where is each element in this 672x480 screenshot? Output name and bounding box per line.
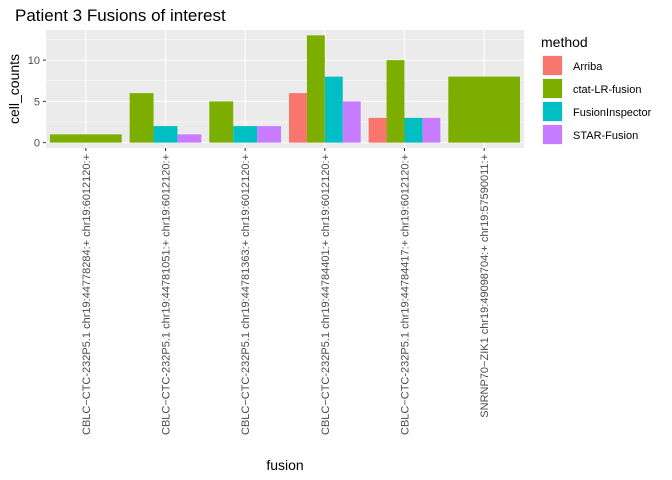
x-tick-label: CBLC−CTC-232P5.1 chr19:44784401:+ chr19:… [320, 154, 332, 435]
plot-panel [46, 30, 524, 148]
bar-ctat-lr-fusion [386, 60, 405, 143]
bar-ctat-lr-fusion [306, 35, 325, 143]
chart-title: Patient 3 Fusions of interest [15, 6, 226, 25]
x-axis-title: fusion [266, 457, 303, 473]
bar-ctat-lr-fusion [49, 134, 122, 143]
bar-arriba [368, 117, 387, 143]
legend-swatch [543, 102, 562, 121]
legend-swatch [543, 56, 562, 75]
legend-label: STAR-Fusion [573, 130, 638, 142]
legend-label: FusionInspector [573, 107, 652, 119]
y-tick-label: 5 [34, 96, 40, 108]
y-axis-title: cell_counts [6, 54, 22, 124]
x-tick-label: CBLC−CTC-232P5.1 chr19:44784417:+ chr19:… [400, 154, 412, 435]
bar-star-fusion [342, 101, 361, 143]
bar-ctat-lr-fusion [129, 93, 154, 143]
bars-group [49, 35, 521, 143]
y-axis: 0 5 10 [28, 55, 46, 150]
legend: method Arriba ctat-LR-fusion FusionInspect… [541, 34, 652, 145]
bar-ctat-lr-fusion [209, 101, 234, 143]
x-axis: CBLC−CTC-232P5.1 chr19:44778284:+ chr19:… [81, 148, 491, 435]
x-tick-label: CBLC−CTC-232P5.1 chr19:44778284:+ chr19:… [81, 154, 93, 435]
bar-arriba [288, 93, 307, 143]
bar-fusioninspector [324, 76, 343, 143]
x-tick-label: SNRNP70−ZIK1 chr19:49098704:+ chr19:5759… [479, 154, 491, 418]
x-tick-label: CBLC−CTC-232P5.1 chr19:44781051:+ chr19:… [161, 154, 173, 435]
legend-label: Arriba [573, 61, 603, 73]
minor-gridlines [46, 39, 524, 123]
bar-fusioninspector [233, 126, 258, 143]
legend-swatch [543, 79, 562, 98]
x-tick-label: CBLC−CTC-232P5.1 chr19:44781363:+ chr19:… [240, 154, 252, 435]
bar-fusioninspector [153, 126, 178, 143]
legend-swatch [543, 125, 562, 144]
bar-fusioninspector [404, 117, 423, 143]
y-tick-label: 0 [34, 138, 40, 150]
y-tick-label: 10 [28, 55, 40, 67]
bar-star-fusion [422, 117, 441, 143]
bar-star-fusion [257, 126, 282, 143]
legend-label: ctat-LR-fusion [573, 84, 641, 96]
legend-title: method [541, 34, 588, 50]
bar-ctat-lr-fusion [448, 76, 521, 143]
bar-star-fusion [177, 134, 202, 143]
